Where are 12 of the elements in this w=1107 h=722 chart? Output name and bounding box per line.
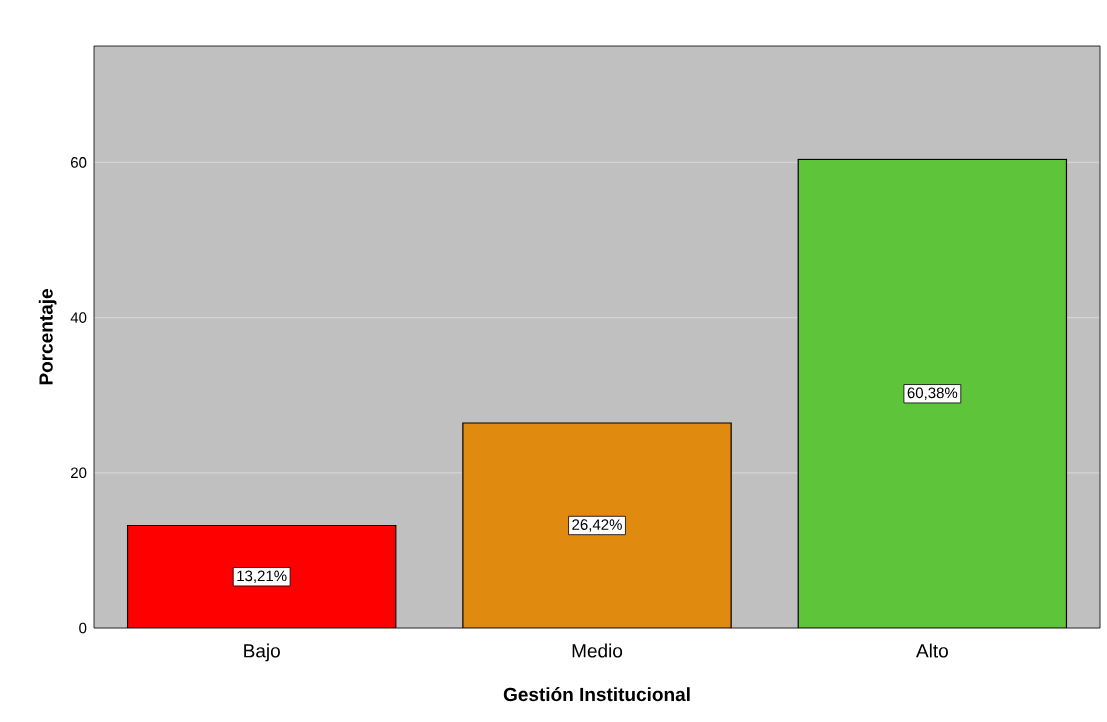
data-label: 26,42% xyxy=(572,519,622,532)
x-tick-label: Medio xyxy=(572,643,623,658)
y-tick-label: 40 xyxy=(70,312,87,323)
data-label: 13,21% xyxy=(237,570,287,583)
x-axis-title: Gestión Institucional xyxy=(503,687,690,702)
y-tick-label: 60 xyxy=(71,157,87,168)
x-tick-label: Bajo xyxy=(244,643,280,662)
y-tick-label: 20 xyxy=(71,467,87,479)
data-label: 60,38% xyxy=(907,387,958,400)
x-tick-label: Alto xyxy=(916,643,948,658)
y-tick-label: 0 xyxy=(79,622,87,634)
y-axis-title: Porcentaje xyxy=(38,289,57,385)
